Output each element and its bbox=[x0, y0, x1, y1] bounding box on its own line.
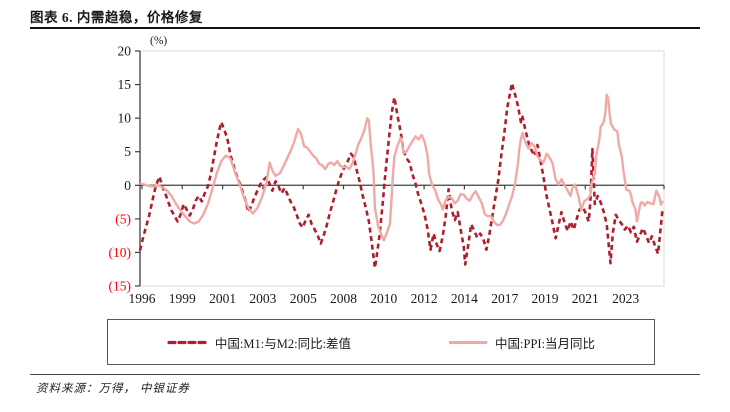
x-axis-tick-label: 2021 bbox=[572, 291, 599, 306]
x-axis-tick-label: 2001 bbox=[209, 291, 236, 306]
footer-divider bbox=[30, 374, 700, 375]
x-axis-tick-label: 2014 bbox=[451, 291, 478, 306]
y-axis-unit-label: (%) bbox=[150, 35, 167, 47]
dashed-line-sample-icon bbox=[167, 340, 209, 344]
y-axis-tick-label: (15) bbox=[109, 279, 132, 294]
x-axis-tick-label: 2019 bbox=[532, 291, 559, 306]
y-axis-tick-label: 0 bbox=[124, 178, 131, 193]
chart-legend: 中国:M1:与M2:同比:差值 中国:PPI:当月同比 bbox=[107, 319, 655, 365]
legend-label-ppi: 中国:PPI:当月同比 bbox=[495, 336, 596, 351]
x-axis-tick-label: 1999 bbox=[169, 291, 196, 306]
x-axis-tick-label: 2010 bbox=[370, 291, 397, 306]
x-axis-tick-label: 2023 bbox=[612, 291, 639, 306]
x-axis-tick-label: 2008 bbox=[330, 291, 357, 306]
x-axis-tick-label: 2017 bbox=[491, 291, 518, 306]
y-axis-tick-label: 15 bbox=[118, 77, 132, 92]
series-line-1 bbox=[139, 93, 664, 242]
series-line-0 bbox=[138, 81, 664, 270]
x-axis-tick-label: 2003 bbox=[249, 291, 276, 306]
legend-label-m1-m2-diff: 中国:M1:与M2:同比:差值 bbox=[214, 336, 352, 351]
x-axis-tick-label: 2005 bbox=[290, 291, 317, 306]
y-axis-tick-label: 20 bbox=[118, 44, 132, 59]
source-note: 资料来源：万得， 中银证券 bbox=[36, 383, 190, 395]
legend-item-ppi: 中国:PPI:当月同比 bbox=[447, 333, 595, 352]
x-axis-tick-label: 2012 bbox=[411, 291, 438, 306]
figure-title: 图表 6. 内需趋稳，价格修复 bbox=[30, 10, 203, 25]
y-axis-tick-label: (10) bbox=[109, 245, 132, 260]
solid-line-sample-icon bbox=[449, 340, 488, 344]
y-axis-tick-label: 5 bbox=[124, 144, 131, 159]
title-divider bbox=[30, 27, 700, 29]
y-axis-tick-label: 10 bbox=[118, 111, 132, 126]
legend-item-m1-m2-diff: 中国:M1:与M2:同比:差值 bbox=[167, 333, 351, 352]
y-axis-tick-label: (5) bbox=[115, 211, 131, 226]
x-axis-tick-label: 1996 bbox=[129, 291, 156, 306]
